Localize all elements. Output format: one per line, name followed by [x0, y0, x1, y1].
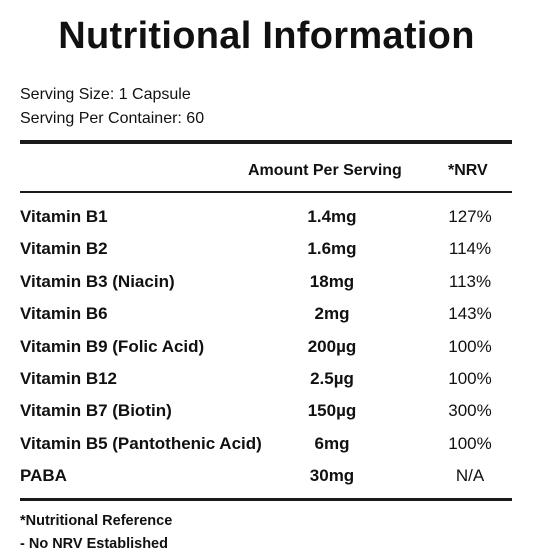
table-row: Vitamin B9 (Folic Acid) 200µg 100% — [20, 335, 512, 367]
nutrient-amount: 18mg — [309, 271, 355, 291]
nutrient-nrv: 100% — [448, 433, 492, 453]
table-row: Vitamin B2 1.6mg 114% — [20, 237, 512, 269]
nutrient-nrv: 127% — [448, 207, 492, 226]
nutrient-name: Vitamin B9 (Folic Acid) — [20, 336, 205, 356]
nutrient-name: Vitamin B12 — [20, 368, 118, 388]
serving-size: Serving Size: 1 Capsule — [20, 86, 191, 103]
table-row: Vitamin B3 (Niacin) 18mg 113% — [20, 270, 512, 302]
table-row: PABA 30mg N/A — [20, 464, 512, 496]
nutrient-nrv: N/A — [455, 466, 485, 486]
table-row: Vitamin B5 (Pantothenic Acid) 6mg 100% — [20, 432, 512, 464]
nutrient-nrv: 100% — [448, 336, 492, 356]
nutrient-name: Vitamin B3 (Niacin) — [20, 271, 175, 291]
nutrient-amount: 2.5µg — [310, 368, 354, 388]
table-row: Vitamin B6 2mg 143% — [20, 302, 512, 334]
nutrient-nrv: 114% — [448, 239, 492, 259]
column-header-nrv: *NRV — [448, 162, 488, 179]
header-divider — [20, 140, 512, 144]
nutrient-nrv: 100% — [448, 368, 492, 388]
nutrient-name: Vitamin B1 — [20, 207, 108, 226]
nutrient-nrv: 300% — [448, 401, 492, 421]
footer-divider — [20, 498, 512, 501]
nutrient-amount: 150µg — [307, 401, 357, 421]
nutrient-name: PABA — [20, 466, 67, 486]
footnote-no-nrv: - No NRV Established — [20, 536, 168, 552]
table-row: Vitamin B1 1.4mg 127% — [20, 205, 512, 237]
nutrient-amount: 200µg — [307, 336, 357, 356]
nutrient-amount: 30mg — [309, 466, 355, 486]
servings-per-container: Serving Per Container: 60 — [20, 110, 205, 127]
nutrient-name: Vitamin B5 (Pantothenic Acid) — [20, 433, 262, 453]
nutrient-nrv: 143% — [448, 304, 492, 324]
nutrient-amount: 2mg — [314, 304, 350, 324]
column-header-amount: Amount Per Serving — [248, 162, 402, 179]
footnote-nrv-reference: *Nutritional Reference — [20, 513, 173, 529]
nutrient-name: Vitamin B2 — [20, 239, 108, 259]
nutrient-name: Vitamin B7 (Biotin) — [20, 401, 172, 421]
nutrient-amount: 1.4mg — [307, 207, 357, 226]
nutrient-amount: 6mg — [314, 433, 350, 453]
nutrient-amount: 1.6mg — [307, 239, 357, 259]
table-row: Vitamin B12 2.5µg 100% — [20, 367, 512, 399]
nutrient-name: Vitamin B6 — [20, 304, 108, 324]
nutrient-table: Vitamin B1 1.4mg 127% Vitamin B2 1.6mg 1… — [20, 205, 512, 497]
nutrient-nrv: 113% — [448, 271, 492, 291]
column-header-divider — [20, 191, 512, 193]
page-title: Nutritional Information — [58, 15, 475, 57]
table-row: Vitamin B7 (Biotin) 150µg 300% — [20, 399, 512, 431]
